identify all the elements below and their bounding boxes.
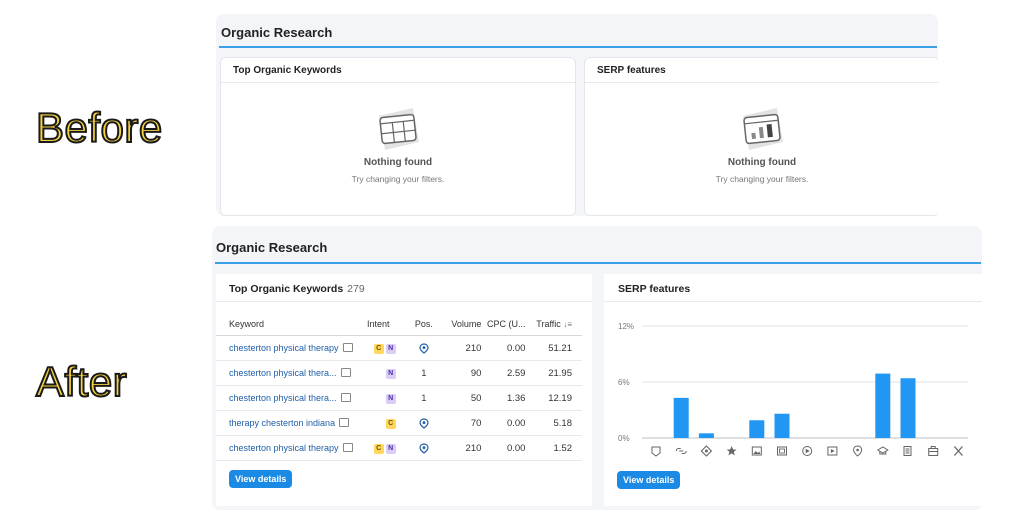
position-value: 1 <box>421 368 427 378</box>
featured-snippet-icon[interactable] <box>651 446 661 457</box>
bar-image-pack[interactable] <box>774 413 790 438</box>
local-pin-icon <box>419 342 429 354</box>
card-title: SERP features <box>585 58 939 83</box>
keywords-card: Top Organic Keywords 279 Keyword Intent P… <box>216 274 592 506</box>
serp-card: SERP features View details <box>604 274 982 506</box>
page-title: Organic Research <box>221 25 333 40</box>
table-row[interactable]: chesterton physical thera... N 1 50 1.36 12.1… <box>216 385 582 411</box>
keywords-card: Top Organic Keywords Nothing found Try c… <box>220 57 576 216</box>
local-pack-icon[interactable] <box>853 445 863 457</box>
card-title: Top Organic Keywords <box>229 283 344 295</box>
cpc-cell: 0.00 <box>483 435 530 461</box>
table-row[interactable]: chesterton physical thera... N 1 90 2.59 21.9… <box>216 360 582 386</box>
empty-subtitle: Try changing your filters. <box>351 174 445 184</box>
traffic-cell: 51.21 <box>529 335 582 361</box>
traffic-cell: 1.52 <box>529 435 582 461</box>
serp-snapshot-icon[interactable] <box>340 393 351 402</box>
keyword-link[interactable]: chesterton physical thera... <box>229 393 337 403</box>
reviews-icon[interactable] <box>726 446 737 456</box>
empty-chart-icon <box>743 108 783 150</box>
empty-subtitle: Try changing your filters. <box>715 174 809 184</box>
keyword-link[interactable]: chesterton physical therapy <box>229 343 339 353</box>
local-pin-icon <box>419 417 429 429</box>
serp-card: SERP features Nothing found Try changing… <box>584 57 939 216</box>
volume-cell: 70 <box>442 410 484 436</box>
video-icon[interactable] <box>802 446 813 456</box>
cpc-cell: 0.00 <box>483 410 530 436</box>
serp-features-chart: 12% 6% 0% <box>618 322 968 457</box>
serp-snapshot-icon[interactable] <box>342 443 353 452</box>
y-tick-label: 0% <box>618 434 630 443</box>
cpc-cell: 1.36 <box>483 385 530 411</box>
table-row[interactable]: therapy chesterton indiana C 70 0.00 5.18 <box>216 410 582 436</box>
serp-snapshot-icon[interactable] <box>342 343 353 352</box>
keyword-count: 279 <box>347 283 365 295</box>
bar-sitelinks[interactable] <box>673 397 689 438</box>
col-volume[interactable]: Volume <box>442 313 484 336</box>
intent-badge: C <box>373 444 384 454</box>
keyword-link[interactable]: chesterton physical thera... <box>229 368 337 378</box>
sitelinks-icon[interactable] <box>675 447 687 455</box>
col-intent[interactable]: Intent <box>367 313 406 336</box>
sort-icon[interactable]: ↓≡ <box>563 320 572 329</box>
col-cpc[interactable]: CPC (U... <box>483 313 530 336</box>
cpc-cell: 0.00 <box>483 335 530 361</box>
before-label: Before <box>35 103 163 152</box>
serp-snapshot-icon[interactable] <box>340 368 351 377</box>
bar-image[interactable] <box>749 420 765 438</box>
empty-title: Nothing found <box>363 157 433 168</box>
intent-badge: C <box>385 419 396 429</box>
bar-news[interactable] <box>900 378 916 438</box>
image-pack-icon[interactable] <box>777 446 787 456</box>
people-also-ask-icon[interactable] <box>876 446 889 455</box>
view-details-button[interactable]: View details <box>229 470 293 488</box>
serp-snapshot-icon[interactable] <box>339 418 350 427</box>
volume-cell: 210 <box>442 335 484 361</box>
image-icon[interactable] <box>751 446 762 456</box>
intent-badge: C <box>373 344 384 354</box>
position-value: 1 <box>421 393 427 403</box>
intent-badge: N <box>385 369 396 379</box>
bar-people-also-ask[interactable] <box>875 373 891 438</box>
card-title: Top Organic Keywords <box>221 58 575 83</box>
after-label: After <box>35 357 128 406</box>
col-pos[interactable]: Pos. <box>405 313 443 336</box>
intent-badge: N <box>385 344 396 354</box>
intent-badge: N <box>385 394 396 404</box>
shopping-icon[interactable] <box>928 446 939 456</box>
traffic-cell: 21.95 <box>529 360 582 386</box>
knowledge-panel-icon[interactable] <box>700 445 713 457</box>
volume-cell: 210 <box>442 435 484 461</box>
local-pin-icon <box>419 442 429 454</box>
intent-badge: N <box>385 444 396 454</box>
col-keyword[interactable]: Keyword <box>216 313 368 336</box>
table-row[interactable]: chesterton physical therapy C N 210 0.00 1.52 <box>216 435 582 461</box>
title-underline <box>219 46 937 48</box>
cpc-cell: 2.59 <box>483 360 530 386</box>
card-title: SERP features <box>618 283 691 295</box>
keyword-link[interactable]: therapy chesterton indiana <box>229 418 336 428</box>
col-traffic[interactable]: Traffic ↓≡ <box>529 313 582 336</box>
twitter-icon[interactable] <box>953 446 963 456</box>
y-tick-label: 12% <box>618 322 634 331</box>
table-row[interactable]: chesterton physical therapy C N 210 0.00 51.2… <box>216 335 582 361</box>
empty-table-icon <box>379 108 419 150</box>
keywords-table: Keyword Intent Pos. Volume CPC (U... Tra… <box>216 313 582 461</box>
news-icon[interactable] <box>903 446 912 456</box>
traffic-cell: 12.19 <box>529 385 582 411</box>
empty-title: Nothing found <box>727 157 797 168</box>
volume-cell: 90 <box>442 360 484 386</box>
y-tick-label: 6% <box>618 378 630 387</box>
view-details-button[interactable]: View details <box>617 471 681 489</box>
page-title: Organic Research <box>216 240 328 255</box>
volume-cell: 50 <box>442 385 484 411</box>
traffic-cell: 5.18 <box>529 410 582 436</box>
title-underline <box>215 262 981 264</box>
keyword-link[interactable]: chesterton physical therapy <box>229 443 339 453</box>
featured-video-icon[interactable] <box>827 446 838 456</box>
bar-knowledge-panel[interactable] <box>698 433 714 438</box>
